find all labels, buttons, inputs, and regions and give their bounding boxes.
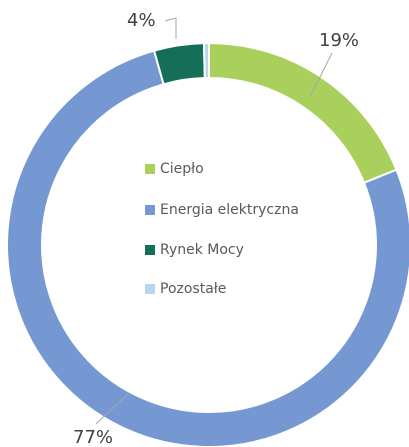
leader-line-rynek-mocy — [164, 17, 177, 39]
slice-cieplo[interactable] — [208, 41, 398, 185]
slice-pozostale[interactable] — [202, 41, 210, 80]
slice-energia-elektryczna[interactable] — [6, 49, 409, 447]
legend-label-cieplo: Ciepło — [160, 161, 204, 177]
legend-label-rynek-mocy: Rynek Mocy — [160, 242, 244, 258]
legend-item-rynek-mocy[interactable]: Rynek Mocy — [145, 240, 244, 260]
legend-swatch-cieplo — [145, 164, 155, 174]
data-label-rynek-mocy: 4% — [127, 10, 156, 31]
legend-swatch-pozostale — [145, 284, 155, 294]
data-label-energia-elektryczna: 77% — [73, 427, 114, 447]
legend-swatch-rynek-mocy — [145, 245, 155, 255]
slice-rynek-mocy[interactable] — [152, 42, 206, 86]
data-label-cieplo: 19% — [319, 30, 360, 51]
legend-label-pozostale: Pozostałe — [160, 281, 227, 297]
legend-item-energia-elektryczna[interactable]: Energia elektryczna — [145, 200, 299, 220]
legend-label-energia-elektryczna: Energia elektryczna — [160, 202, 299, 218]
leader-line-cieplo — [309, 52, 333, 98]
legend-item-pozostale[interactable]: Pozostałe — [145, 279, 226, 299]
legend-item-cieplo[interactable]: Ciepło — [145, 159, 204, 179]
legend-swatch-energia-elektryczna — [145, 205, 155, 215]
leader-line-energia-elektryczna — [95, 393, 129, 425]
